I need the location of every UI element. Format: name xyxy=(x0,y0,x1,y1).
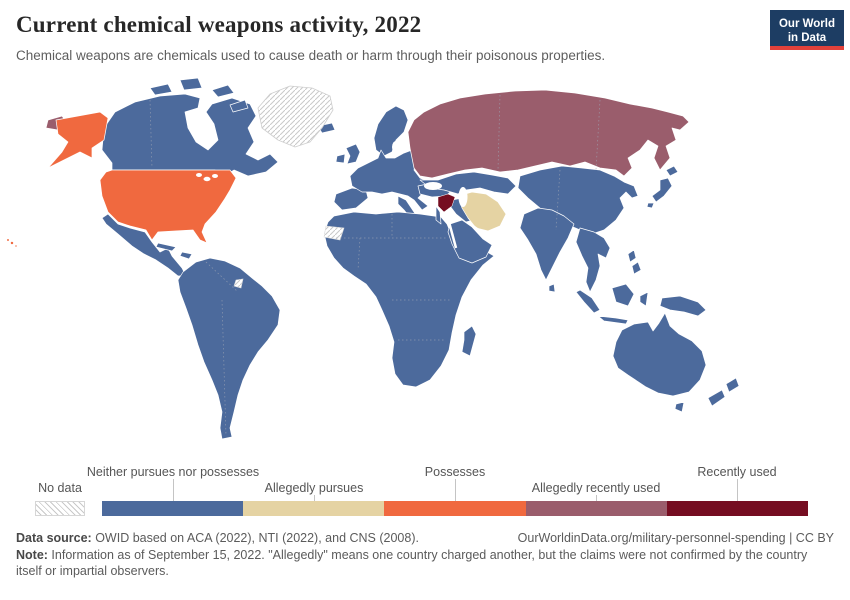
note-label: Note: xyxy=(16,548,48,562)
page-title: Current chemical weapons activity, 2022 xyxy=(16,12,422,37)
legend-swatch-possesses[interactable] xyxy=(384,501,526,516)
legend-color-bar[interactable] xyxy=(102,501,809,516)
legend-swatch-allegedly-pursues[interactable] xyxy=(243,501,385,516)
owid-url-link[interactable]: OurWorldinData.org/military-personnel-sp… xyxy=(517,531,834,545)
region-western-sahara[interactable] xyxy=(323,225,345,241)
water-bodies xyxy=(196,141,491,249)
owid-logo[interactable]: Our World in Data xyxy=(770,10,844,50)
legend-no-data-swatch[interactable] xyxy=(35,501,85,516)
chart-footer: Data source: OWID based on ACA (2022), N… xyxy=(16,531,834,579)
legend-tick xyxy=(596,495,597,501)
owid-logo-line1: Our World xyxy=(778,18,835,30)
country-india[interactable] xyxy=(519,207,575,293)
country-united-states[interactable] xyxy=(6,111,237,248)
region-greenland[interactable] xyxy=(257,85,334,148)
data-source-line: Data source: OWID based on ACA (2022), N… xyxy=(16,531,419,545)
legend-label-neither[interactable]: Neither pursues nor possesses xyxy=(86,465,260,479)
note-text: Information as of September 15, 2022. "A… xyxy=(16,548,808,578)
legend-tick xyxy=(737,479,738,501)
legend-tick xyxy=(314,495,315,501)
continent-africa[interactable] xyxy=(323,211,495,388)
data-source-label: Data source: xyxy=(16,531,92,545)
country-canada[interactable] xyxy=(101,93,279,177)
legend-label-possesses[interactable]: Possesses xyxy=(424,465,486,479)
state-alaska xyxy=(47,111,109,169)
legend-swatch-recently-used[interactable] xyxy=(666,501,809,516)
legend-label-allegedly-recently-used[interactable]: Allegedly recently used xyxy=(531,481,661,495)
country-syria[interactable] xyxy=(437,193,456,213)
state-hawaii xyxy=(6,238,10,242)
legend-no-data-label: No data xyxy=(38,481,82,495)
region-other-countries[interactable] xyxy=(101,77,740,440)
legend-tick xyxy=(173,479,174,501)
data-source-text: OWID based on ACA (2022), NTI (2022), an… xyxy=(91,531,419,545)
legend-swatch-neither[interactable] xyxy=(102,501,244,516)
region-french-guiana[interactable] xyxy=(233,278,244,289)
country-borders xyxy=(149,94,601,437)
continent-south-america[interactable] xyxy=(177,257,281,440)
legend-label-allegedly-pursues[interactable]: Allegedly pursues xyxy=(264,481,364,495)
country-iran[interactable] xyxy=(457,191,507,232)
chart-subtitle: Chemical weapons are chemicals used to c… xyxy=(16,48,606,63)
legend-label-recently-used[interactable]: Recently used xyxy=(697,465,777,479)
country-japan[interactable] xyxy=(646,165,679,209)
map-legend: No data Neither pursues nor possesses Al… xyxy=(0,463,850,519)
legend-tick xyxy=(455,479,456,501)
chart-header: Current chemical weapons activity, 2022 … xyxy=(16,12,750,63)
note-line: Note: Information as of September 15, 20… xyxy=(16,548,834,579)
country-australia[interactable] xyxy=(612,312,707,413)
legend-swatch-allegedly-recently-used[interactable] xyxy=(525,501,667,516)
owid-logo-line2: in Data xyxy=(787,32,827,45)
